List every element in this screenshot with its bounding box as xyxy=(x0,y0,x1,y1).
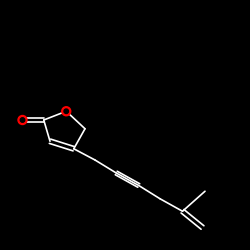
Circle shape xyxy=(20,118,25,122)
Circle shape xyxy=(64,109,68,114)
Circle shape xyxy=(18,116,27,124)
Circle shape xyxy=(62,107,71,116)
